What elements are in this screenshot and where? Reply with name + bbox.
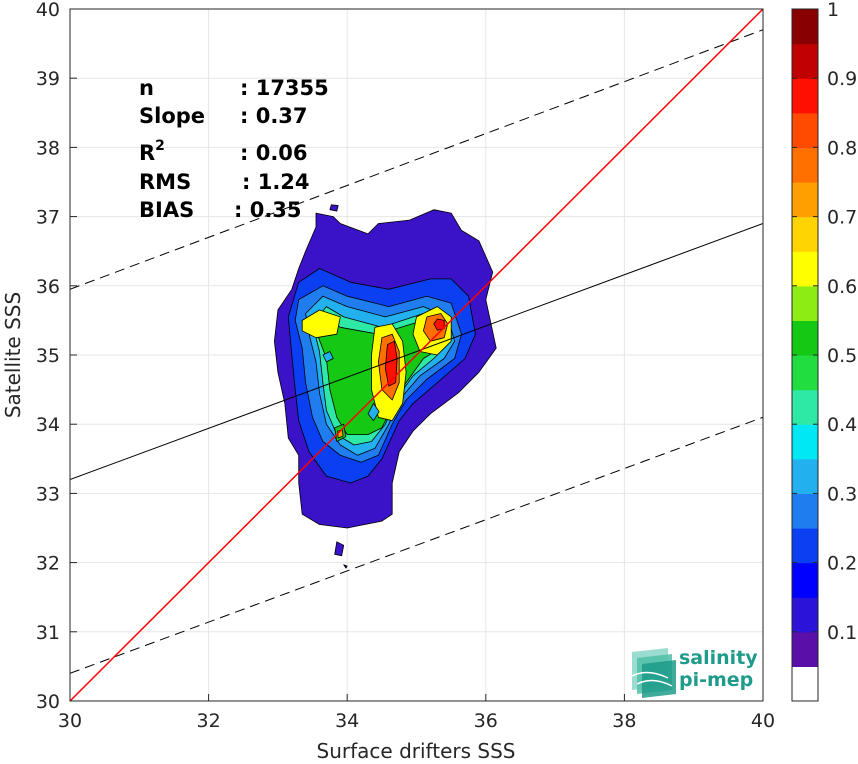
regression-line [70,223,763,481]
stat-label-text: RMS [139,170,191,194]
colorbar-tick-label: 0.9 [827,68,857,90]
stat-value: : 0.35 [234,198,302,222]
colorbar-segment [792,424,818,460]
colorbar-segment [792,320,818,356]
colorbar: 0.1 0.2 0.3 0.4 0.5 0.6 0.7 0.8 0.9 1 [791,0,857,702]
colorbar-segment [792,285,818,321]
colorbar-segment [792,631,818,667]
density-contour-19 [343,564,348,569]
stat-label: n [139,76,154,100]
logo-waves-icon [631,648,676,698]
colorbar-tick-label: 0.1 [827,622,857,644]
colorbar-segment [792,216,818,252]
stat-label-superscript: 2 [155,138,165,154]
x-tick-label: 30 [58,710,82,732]
colorbar-tick-label: 0.8 [827,137,857,159]
stat-label-text: BIAS [139,198,194,222]
colorbar-segment [792,528,818,564]
x-tick-label: 34 [335,710,359,732]
density-contour-17 [329,204,339,212]
density-contour-16 [322,351,334,363]
salinity-pi-mep-logo: salinity pi-mep [631,647,758,698]
colorbar-segment [792,666,818,702]
y-tick-label: 33 [36,483,60,505]
colorbar-segment [792,562,818,598]
colorbar-segment [792,458,818,494]
stat-label: BIAS [139,198,194,222]
colorbar-segment [792,251,818,287]
y-tick-label: 37 [36,207,60,229]
density-contour-11 [384,340,398,387]
colorbar-tick-label: 0.5 [827,345,857,367]
x-tick-label: 38 [612,710,636,732]
colorbar-segment [792,78,818,114]
y-tick-label: 30 [36,691,60,713]
y-tick-label: 34 [36,414,60,436]
density-contour-15 [367,403,380,422]
y-tick-label: 36 [36,276,60,298]
y-tick-label: 31 [36,622,60,644]
stat-label-text: Slope [139,104,205,128]
stat-label: RMS [139,170,191,194]
x-axis-label: Surface drifters SSS [317,739,516,763]
colorbar-segment [792,182,818,218]
colorbar-tick-label: 0.2 [827,553,857,575]
x-tick-label: 36 [474,710,498,732]
colorbar-tick-label: 0.6 [827,276,857,298]
logo-line1: salinity [679,647,758,669]
stat-value: : 17355 [240,76,329,100]
stat-label: Slope [139,104,205,128]
y-tick-label: 38 [36,137,60,159]
y-tick-label: 39 [36,68,60,90]
colorbar-segment [792,112,818,148]
x-tick-label: 40 [751,710,775,732]
colorbar-tick-label: 0.3 [827,483,857,505]
y-tick-label: 35 [36,345,60,367]
stat-value: : 0.06 [240,141,308,165]
colorbar-segment [792,355,818,391]
density-contour-18 [334,541,345,557]
density-contours [274,204,497,569]
statistics-box: n : 17355 Slope : 0.37 R2 : 0.06 RMS : 1.24 BIAS… [139,76,329,222]
colorbar-segment [792,9,818,45]
stat-label-text: n [139,76,154,100]
y-tick-label: 40 [36,0,60,21]
colorbar-segment [792,147,818,183]
logo-line2: pi-mep [679,669,753,691]
y-axis-label: Satellite SSS [1,292,25,418]
colorbar-segment [792,493,818,529]
stat-value: : 1.24 [242,170,310,194]
x-tick-label: 32 [197,710,221,732]
y-tick-label: 32 [36,553,60,575]
colorbar-segment [792,43,818,79]
colorbar-segment [792,597,818,633]
lower-bound-dashed-line [70,416,763,674]
colorbar-tick-label: 0.7 [827,207,857,229]
colorbar-tick-label: 1 [827,0,839,21]
density-contour-12 [433,318,445,331]
colorbar-segment [792,389,818,425]
y-axis-ticks: 30 31 32 33 34 35 36 37 38 39 40 [36,0,77,713]
density-contour-8 [301,309,341,339]
stat-value: : 0.37 [240,104,308,128]
colorbar-tick-label: 0.4 [827,414,857,436]
identity-line [70,9,763,701]
upper-bound-dashed-line [70,29,763,290]
x-axis-ticks: 30 32 34 36 38 40 [58,694,775,732]
stat-label: R2 [139,138,165,165]
stat-label-text: R [139,141,155,165]
reference-lines [70,9,763,701]
